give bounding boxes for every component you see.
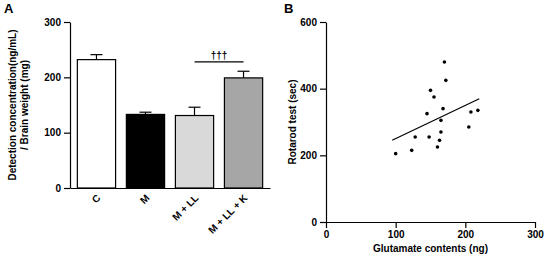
undefined-tick-mark (326, 222, 327, 228)
undefined-tick-mark (64, 133, 70, 134)
undefined-tick-mark (64, 22, 70, 23)
point (410, 149, 414, 153)
undefined-line (327, 222, 536, 223)
error-bar (90, 55, 102, 60)
y-axis-title: Detection concentration(ng/mL) (7, 29, 18, 180)
undefined-tick-label: 400 (300, 83, 317, 94)
undefined-tick-label: 0 (324, 229, 330, 240)
undefined-tick: 100 (44, 127, 70, 138)
undefined-tick-mark (320, 22, 326, 23)
figure: A 0 100 200 300 C M M + LLM + LL + K Detection c… (0, 0, 549, 261)
panel-label: A (4, 1, 14, 16)
point (438, 139, 442, 143)
x-axis-tick-label: M + LL + K (206, 192, 250, 236)
x-axis-tick-label: M + LL (170, 192, 200, 222)
undefined-tick-mark (465, 222, 466, 228)
x-axis-tick: M (138, 188, 152, 206)
undefined-line (70, 23, 71, 189)
undefined-tick-label: 0 (55, 183, 61, 194)
x-axis-tick: M + LL + K (206, 188, 250, 236)
undefined-tick-mark (535, 222, 536, 228)
undefined-tick: 600 (300, 17, 326, 28)
point (444, 79, 448, 83)
undefined-tick-mark (396, 222, 397, 228)
point (443, 60, 447, 64)
undefined-tick-mark (320, 222, 326, 223)
point (394, 152, 398, 156)
error-bar-stem (96, 55, 97, 60)
point (427, 135, 431, 139)
point (439, 119, 443, 123)
annotation-bracket (195, 61, 244, 62)
bar (224, 78, 262, 188)
plot-area (392, 60, 479, 155)
point (432, 95, 436, 99)
undefined-tick-label: 100 (388, 229, 405, 240)
annotation: ††† (211, 50, 228, 61)
undefined-tick: 100 (388, 222, 405, 240)
undefined-tick-label: 600 (300, 17, 317, 28)
undefined-tick-label: 300 (44, 17, 61, 28)
point (436, 145, 440, 149)
undefined-tick-label: 0 (311, 217, 317, 228)
point (429, 89, 433, 93)
undefined-tick-label: 100 (44, 127, 61, 138)
fit-line (392, 99, 479, 141)
undefined-tick-label: 200 (44, 72, 61, 83)
error-bar-cap (90, 54, 102, 55)
point (439, 130, 443, 134)
undefined-tick-label: 300 (527, 229, 544, 240)
x-axis: C M M + LLM + LL + K (71, 188, 271, 236)
panel: B 0 200 400 600 0 100 200 300 Glutamate contents … (284, 1, 544, 254)
undefined-tick-mark (320, 89, 326, 90)
plot-area (77, 55, 262, 188)
point (476, 109, 480, 113)
point (441, 107, 445, 111)
undefined-tick: 200 (300, 150, 326, 161)
error-bar (238, 71, 250, 78)
undefined-tick: 400 (300, 83, 326, 94)
point (425, 112, 429, 116)
undefined-tick: 0 (55, 183, 70, 194)
y-axis-title: / Brain weight (mg) (19, 60, 30, 150)
bar (77, 60, 115, 188)
bar (175, 116, 213, 188)
undefined-tick: 300 (527, 222, 544, 240)
x-axis-tick: C (90, 188, 103, 205)
undefined-tick: 0 (311, 217, 326, 228)
undefined-tick-mark (64, 77, 70, 78)
undefined-tick-label: 200 (457, 229, 474, 240)
undefined-tick-mark (64, 188, 70, 189)
undefined-tick-label: 200 (300, 150, 317, 161)
point (467, 125, 471, 129)
undefined-line (326, 23, 327, 223)
undefined-tick-mark (320, 155, 326, 156)
error-bar (139, 112, 151, 114)
point (469, 110, 473, 114)
y-axis-title: Rotarod test (sec) (287, 79, 298, 164)
x-axis-line (71, 188, 271, 189)
x-axis-tick: M + LL (170, 188, 200, 223)
panel-label: B (284, 1, 293, 16)
undefined-tick: 300 (44, 17, 70, 28)
x-axis-tick-label: M (138, 192, 152, 206)
error-bar (189, 107, 201, 115)
undefined-tick: 200 (44, 72, 70, 83)
x-axis-title: Glutamate contents (ng) (373, 243, 488, 254)
panel: A 0 100 200 300 C M M + LLM + LL + K Detection c… (4, 1, 271, 236)
error-bar-cap (189, 107, 201, 108)
point (413, 135, 417, 139)
undefined-tick: 0 (324, 222, 330, 240)
error-bar-cap (139, 112, 151, 113)
x-axis-tick-label: C (90, 192, 103, 205)
bar (126, 114, 164, 188)
undefined-tick: 200 (457, 222, 474, 240)
error-bar-stem (243, 71, 244, 78)
error-bar-stem (194, 107, 195, 115)
error-bar-cap (238, 71, 250, 72)
